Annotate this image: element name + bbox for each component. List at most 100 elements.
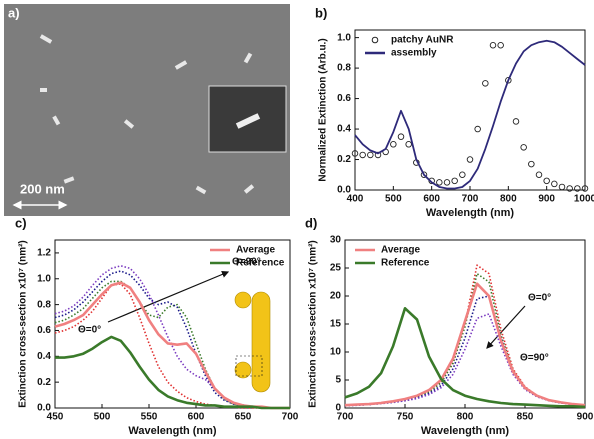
dotted-line xyxy=(54,265,290,409)
y-axis-label: Normalized Extinction (Arb.u.) xyxy=(318,38,329,181)
angle-arrow xyxy=(486,305,526,349)
x-tick-label: 650 xyxy=(235,412,252,423)
panel-label: a) xyxy=(8,5,20,20)
marker xyxy=(482,80,489,87)
y-axis-label: Extinction cross-section x10⁷ (nm²) xyxy=(18,240,29,408)
y-tick-label: 1.0 xyxy=(337,32,351,43)
line xyxy=(344,307,586,409)
x-axis-label: Wavelength (nm) xyxy=(426,207,515,219)
x-tick-label: 600 xyxy=(188,412,205,423)
annotation: Θ=0° xyxy=(528,293,551,304)
plot-frame xyxy=(354,29,586,191)
y-tick-label: 0.8 xyxy=(337,63,351,74)
y-tick-label: 0.0 xyxy=(337,185,351,196)
marker xyxy=(551,180,558,188)
marker xyxy=(512,118,520,125)
marker xyxy=(505,77,512,84)
y-tick-label: 0.2 xyxy=(337,154,351,165)
y-tick-label: 0.4 xyxy=(37,351,51,362)
dotted-line xyxy=(344,313,586,407)
x-tick-label: 700 xyxy=(337,412,354,423)
inset-rod xyxy=(235,113,261,129)
dotted-line xyxy=(344,272,586,406)
marker xyxy=(443,179,451,186)
y-tick-label: 0.6 xyxy=(337,93,351,104)
x-tick-label: 800 xyxy=(457,412,474,423)
sem-image: 200 nm a) xyxy=(4,4,290,216)
marker xyxy=(581,185,589,192)
line xyxy=(354,39,586,190)
legend-label: Reference xyxy=(236,258,285,269)
nanorods xyxy=(39,34,255,195)
plot-frame xyxy=(54,239,291,409)
y-tick-label: 0.4 xyxy=(337,124,351,135)
x-tick-label: 600 xyxy=(423,194,440,205)
marker xyxy=(574,185,581,192)
y-tick-label: 0.6 xyxy=(37,325,51,336)
x-tick-label: 850 xyxy=(517,412,534,423)
y-tick-label: 15 xyxy=(330,319,342,330)
x-tick-label: 900 xyxy=(577,412,594,423)
dotted-line xyxy=(344,295,586,407)
annotation: Θ=90° xyxy=(520,353,549,364)
marker xyxy=(459,171,466,179)
x-tick-label: 1000 xyxy=(574,194,594,205)
x-tick-label: 500 xyxy=(94,412,111,423)
panel-label: b) xyxy=(315,5,327,20)
y-tick-label: 25 xyxy=(330,263,342,274)
y-tick-label: 0.2 xyxy=(37,377,51,388)
y-tick-label: 1.2 xyxy=(37,248,51,259)
y-tick-label: 20 xyxy=(330,291,342,302)
marker xyxy=(420,171,428,179)
angle-arrow xyxy=(107,270,230,323)
marker xyxy=(566,185,573,192)
x-tick-label: 900 xyxy=(538,194,555,205)
marker xyxy=(451,177,458,185)
marker xyxy=(528,160,535,168)
line xyxy=(55,335,290,410)
marker xyxy=(535,171,543,179)
x-tick-label: 400 xyxy=(347,194,364,205)
y-tick-label: 10 xyxy=(330,347,342,358)
y-tick-label: 1.0 xyxy=(37,273,51,284)
marker xyxy=(466,156,474,163)
marker xyxy=(390,141,397,148)
line xyxy=(344,282,586,407)
legend-label: Reference xyxy=(381,258,430,269)
x-tick-label: 450 xyxy=(47,412,64,423)
marker xyxy=(497,41,504,49)
x-tick-label: 550 xyxy=(141,412,158,423)
marker xyxy=(367,151,374,159)
legend-label: assembly xyxy=(391,48,437,59)
marker xyxy=(474,125,481,133)
x-tick-label: 500 xyxy=(385,194,402,205)
marker xyxy=(397,133,405,140)
marker xyxy=(405,141,412,148)
marker xyxy=(543,177,550,185)
y-tick-label: 5 xyxy=(335,375,341,386)
scale-bar-label: 200 nm xyxy=(20,181,65,196)
x-axis-label: Wavelength (nm) xyxy=(128,425,217,437)
y-tick-label: 30 xyxy=(330,235,342,246)
legend-marker xyxy=(371,36,379,44)
annotation: Θ=0° xyxy=(78,325,101,336)
marker xyxy=(436,179,443,186)
legend-label: patchy AuNR xyxy=(391,35,454,46)
marker xyxy=(359,151,366,159)
marker xyxy=(489,41,497,49)
y-tick-label: 0 xyxy=(335,403,341,414)
annotation: Θ=90° xyxy=(232,257,261,268)
legend-label: Average xyxy=(381,245,421,256)
x-tick-label: 700 xyxy=(462,194,479,205)
marker xyxy=(558,183,566,191)
x-tick-label: 750 xyxy=(397,412,414,423)
y-tick-label: 0.0 xyxy=(37,403,51,414)
x-tick-label: 700 xyxy=(282,412,299,423)
legend-label: Average xyxy=(236,245,276,256)
marker xyxy=(520,144,527,151)
dotted-line xyxy=(344,264,586,406)
marker xyxy=(374,151,382,159)
y-axis-label: Extinction cross-section x10⁷ (nm²) xyxy=(308,240,319,408)
x-tick-label: 800 xyxy=(500,194,517,205)
